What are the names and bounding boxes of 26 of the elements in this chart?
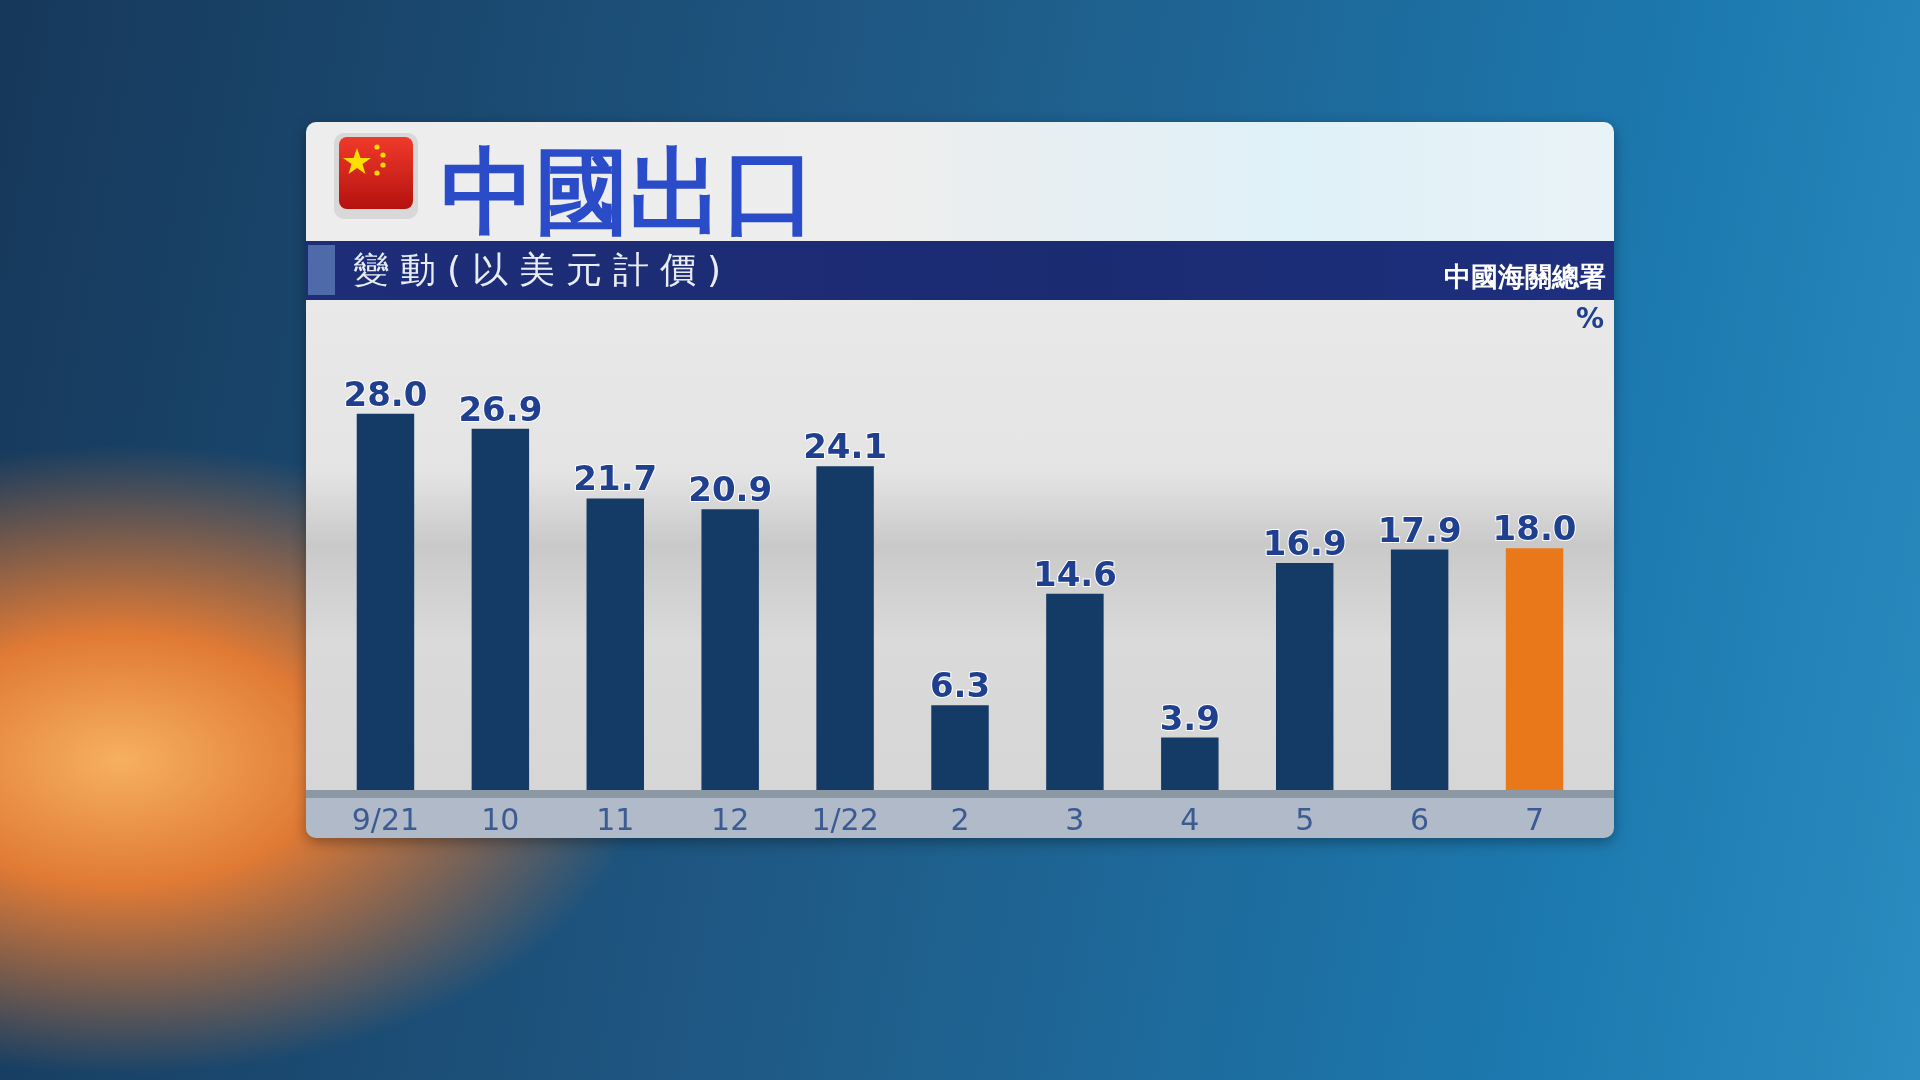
x-tick-label: 12 [711, 801, 750, 837]
data-label: 28.0 [343, 373, 428, 414]
data-label: 24.1 [803, 426, 888, 467]
y-axis-title: % [1575, 302, 1604, 336]
data-label: 6.3 [929, 665, 991, 706]
data-label: 20.9 [688, 469, 773, 510]
x-tick-label: 2 [950, 801, 970, 837]
data-label: 16.9 [1262, 522, 1347, 563]
x-tick-label: 4 [1180, 801, 1200, 837]
x-tick-label: 7 [1525, 801, 1545, 837]
x-tick-label: 6 [1410, 801, 1430, 837]
x-tick-label: 1/22 [811, 801, 879, 837]
chart-title: 中國出口 [441, 137, 817, 246]
text: 中國海關總署 [1444, 260, 1606, 294]
data-label: 26.9 [458, 388, 543, 429]
data-label: 14.6 [1032, 553, 1117, 594]
x-tick-label: 3 [1065, 801, 1085, 837]
x-tick-label: 9/21 [351, 801, 420, 837]
x-tick-label: 5 [1295, 801, 1315, 837]
data-label: 17.9 [1377, 509, 1462, 550]
x-tick-label: 11 [596, 801, 635, 837]
chart-subtitle: 變動(以美元計價) [353, 248, 733, 292]
data-label: 3.9 [1159, 697, 1220, 738]
x-tick-label: 10 [481, 801, 520, 837]
data-label: 21.7 [573, 458, 658, 499]
data-label: 18.0 [1492, 508, 1577, 549]
